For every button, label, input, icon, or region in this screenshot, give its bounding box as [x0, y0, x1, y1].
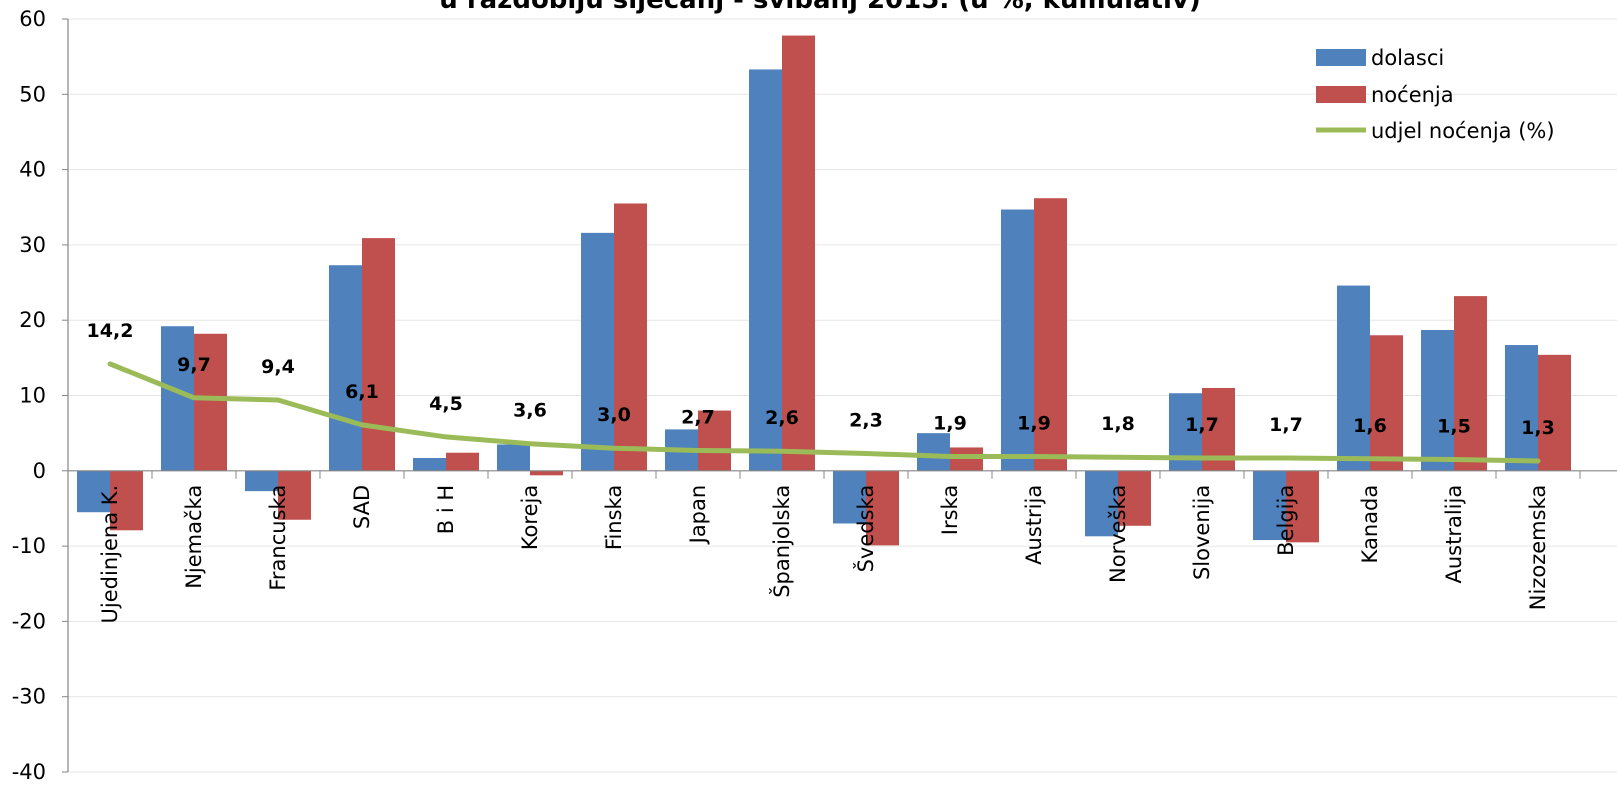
category-label: Koreja	[518, 485, 542, 550]
legend-swatch	[1316, 49, 1366, 66]
y-tick-label: -40	[12, 760, 46, 784]
bar-dolasci	[77, 470, 110, 513]
bar-noćenja	[1286, 470, 1319, 543]
category-label: Japan	[686, 485, 710, 546]
bar-dolasci	[1085, 470, 1118, 537]
bar-noćenja	[698, 410, 731, 471]
bar-dolasci	[161, 326, 194, 471]
legend-swatch	[1316, 86, 1366, 103]
category-label: Slovenija	[1190, 485, 1214, 580]
share-line	[107, 361, 1541, 464]
data-label: 1,6	[1353, 415, 1387, 437]
bar-noćenja	[362, 238, 395, 471]
y-tick-label: 20	[19, 308, 46, 332]
bar-noćenja	[1538, 354, 1571, 471]
bar-dolasci	[1253, 470, 1286, 541]
legend-label: udjel noćenja (%)	[1371, 119, 1555, 143]
y-tick-label: 60	[19, 7, 46, 31]
y-tick-label: 30	[19, 233, 46, 257]
category-label: SAD	[350, 485, 374, 529]
data-label: 6,1	[345, 381, 379, 403]
data-label: 1,3	[1521, 417, 1555, 439]
gridlines	[68, 18, 1617, 773]
y-tick-label: -10	[12, 534, 46, 558]
category-label: Francuska	[266, 485, 290, 591]
bar-dolasci	[497, 444, 530, 471]
data-label: 9,7	[177, 354, 211, 376]
category-label: Njemačka	[182, 485, 206, 589]
bar-noćenja	[782, 35, 815, 471]
data-label: 1,7	[1185, 414, 1219, 436]
category-label: Belgija	[1274, 485, 1298, 556]
data-labels: 14,2 9,7 9,4 6,1 4,5 3,6 3,0 2,7 2,6 2,3 1,9 1,9 1,8…	[87, 320, 1555, 439]
bar-noćenja	[866, 470, 899, 546]
category-label: Kanada	[1358, 485, 1382, 564]
bar-noćenja	[446, 452, 479, 471]
y-tick-label: 50	[19, 82, 46, 106]
y-tick-label: 0	[33, 459, 46, 483]
y-tick-label: 40	[19, 158, 46, 182]
bar-dolasci	[581, 232, 614, 471]
bar-dolasci	[833, 470, 866, 524]
bar-dolasci	[1505, 345, 1538, 471]
bar-dolasci	[245, 470, 278, 492]
category-label: Irska	[938, 485, 962, 535]
data-label: 14,2	[87, 320, 134, 342]
bar-noćenja	[194, 333, 227, 471]
line-series-share	[107, 361, 1541, 464]
bar-dolasci	[917, 433, 950, 471]
axes: 60 50 40 30 20 10 0 -10 -20 -30 -40 Ujedinjena K. Nj…	[12, 7, 1617, 784]
bar-noćenja	[530, 470, 563, 476]
bar-noćenja	[110, 470, 143, 531]
legend-label: noćenja	[1371, 83, 1454, 107]
data-label: 4,5	[429, 393, 463, 415]
bar-noćenja	[1454, 296, 1487, 471]
data-label: 3,6	[513, 400, 547, 422]
category-label: Finska	[602, 485, 626, 550]
data-label: 2,7	[681, 406, 715, 428]
bar-dolasci	[749, 69, 782, 471]
bar-dolasci	[329, 265, 362, 471]
data-label: 1,9	[933, 412, 967, 434]
data-label: 9,4	[261, 356, 295, 378]
chart-title: u razdoblju siječanj - svibanj 2015. (u …	[439, 0, 1200, 15]
y-tick-label: -20	[12, 609, 46, 633]
category-label: Australija	[1442, 485, 1466, 584]
category-label: Švedska	[853, 485, 878, 573]
bar-noćenja	[278, 470, 311, 520]
data-label: 1,7	[1269, 414, 1303, 436]
data-label: 1,8	[1101, 413, 1135, 435]
legend: dolasci noćenja udjel noćenja (%)	[1316, 46, 1555, 143]
data-label: 3,0	[597, 404, 631, 426]
data-label: 1,9	[1017, 412, 1051, 434]
bar-noćenja	[1370, 335, 1403, 471]
category-label: Španjolska	[769, 485, 794, 598]
bars	[77, 35, 1571, 546]
category-label: Norveška	[1106, 485, 1130, 583]
bar-dolasci	[1337, 285, 1370, 471]
legend-label: dolasci	[1371, 46, 1444, 70]
y-tick-label: -30	[12, 685, 46, 709]
bar-noćenja	[950, 447, 983, 471]
bar-dolasci	[413, 457, 446, 471]
bar-dolasci	[1421, 329, 1454, 471]
bar-noćenja	[1118, 470, 1151, 526]
bar-noćenja	[614, 203, 647, 471]
data-label: 2,3	[849, 409, 883, 431]
bar-dolasci	[1001, 209, 1034, 471]
data-label: 2,6	[765, 407, 799, 429]
data-label: 1,5	[1437, 416, 1471, 438]
category-label: Ujedinjena K.	[98, 485, 122, 624]
category-label: B i H	[434, 485, 458, 534]
y-tick-label: 10	[19, 384, 46, 408]
category-label: Nizozemska	[1526, 485, 1550, 610]
category-label: Austrija	[1022, 485, 1046, 565]
bar-noćenja	[1034, 198, 1067, 471]
